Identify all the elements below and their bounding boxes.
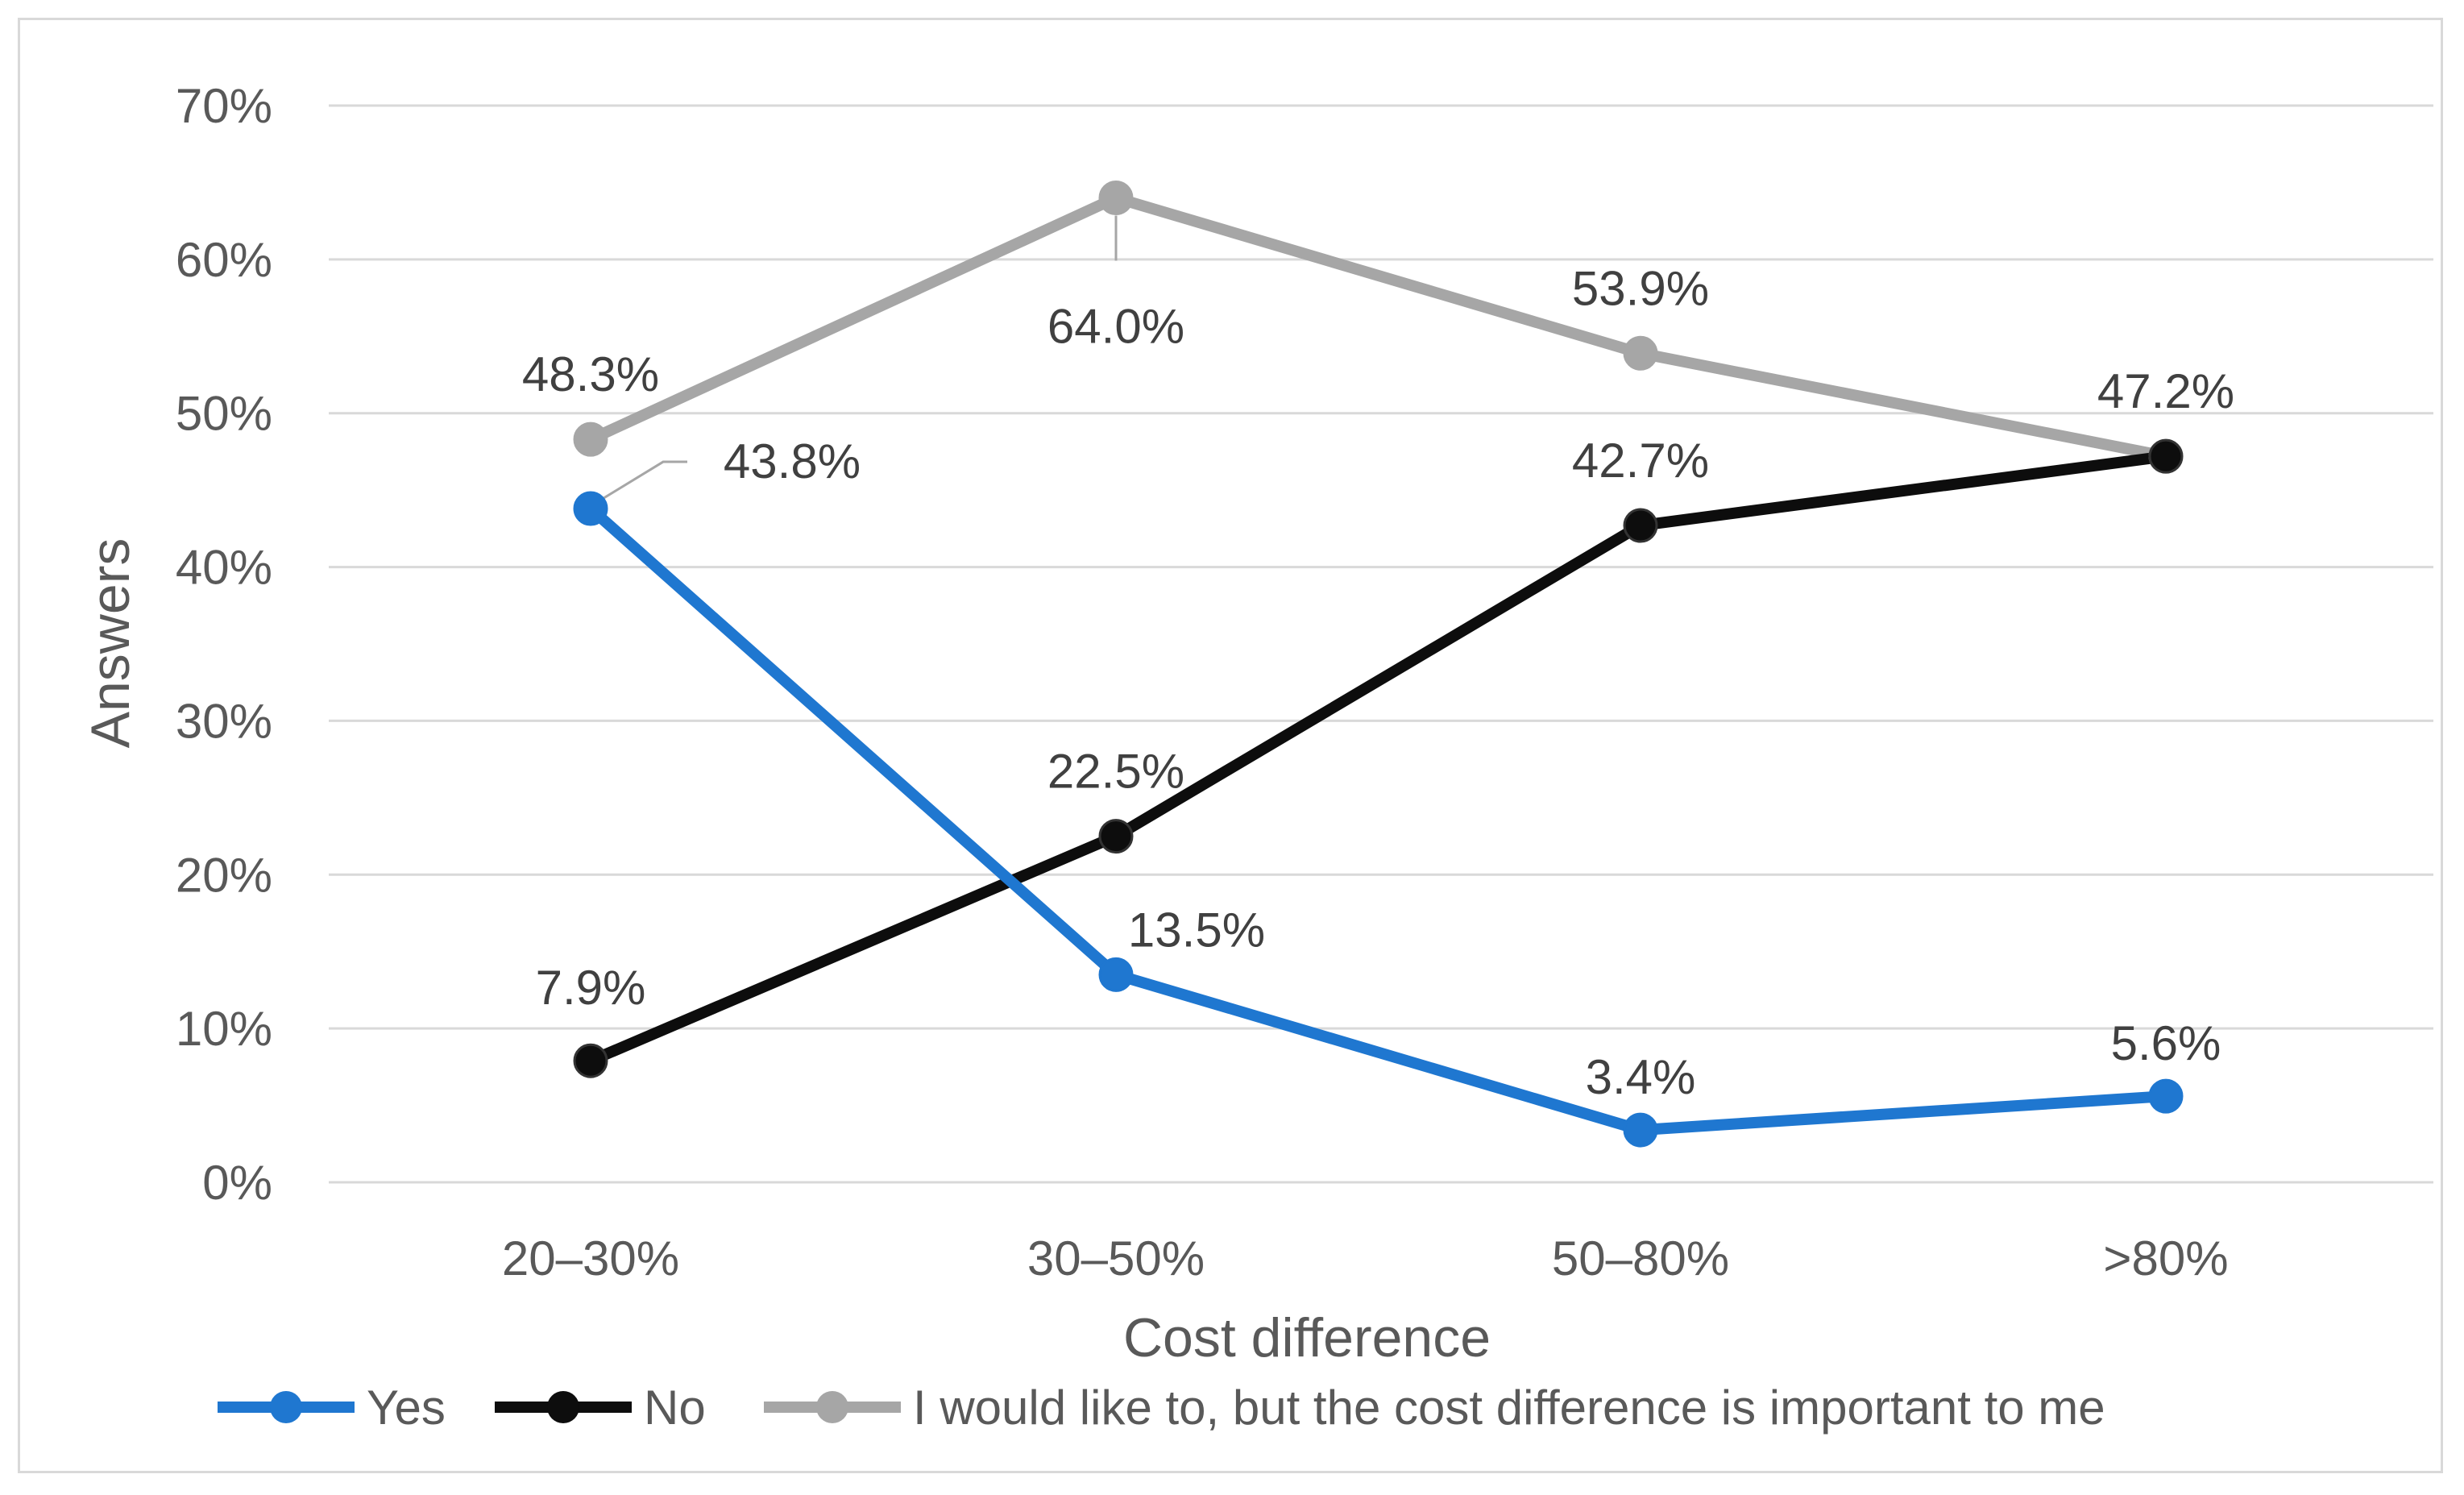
x-tick-label: >80% [2103, 1231, 2228, 1285]
marker-no [1623, 508, 1658, 543]
marker-yes [573, 491, 608, 526]
data-label-no: 7.9% [536, 961, 646, 1015]
data-label-cost-important: 48.3% [522, 347, 659, 401]
y-tick-label: 30% [176, 694, 272, 748]
marker-no [1098, 819, 1134, 854]
y-axis-title: Answers [80, 538, 141, 749]
y-tick-label: 0% [202, 1156, 272, 1210]
legend-label: Yes [367, 1381, 446, 1435]
data-label-cost-important: 47.2% [2097, 364, 2234, 418]
marker-cost-important [573, 422, 608, 457]
marker-yes [1623, 1112, 1658, 1148]
legend-swatch-marker [816, 1391, 848, 1423]
legend-label: No [644, 1381, 706, 1435]
legend-item-yes[interactable]: Yes [218, 1381, 446, 1435]
x-axis-ticks: 20–30% 30–50% 50–80% >80% [502, 1231, 2229, 1285]
marker-no [573, 1043, 608, 1078]
data-label-yes: 3.4% [1586, 1050, 1696, 1104]
data-label-yes: 13.5% [1128, 903, 1265, 957]
series-markers [573, 181, 2184, 1148]
marker-yes [2148, 1078, 2184, 1114]
x-tick-label: 20–30% [502, 1231, 679, 1285]
data-label-no: 22.5% [1047, 745, 1184, 799]
legend-item-no[interactable]: No [495, 1381, 706, 1435]
data-labels: 43.8% 13.5% 3.4% 5.6% 7.9% 22.5% 42.7% 48.3% 64.… [522, 261, 2234, 1104]
leader-line [596, 460, 687, 504]
data-label-no: 42.7% [1572, 434, 1709, 488]
y-axis-ticks: 0% 10% 20% 30% 40% 50% 60% 70% [176, 79, 272, 1210]
y-tick-label: 10% [176, 1002, 272, 1056]
y-tick-label: 20% [176, 848, 272, 902]
x-tick-label: 30–50% [1027, 1231, 1205, 1285]
data-label-yes: 5.6% [2111, 1016, 2221, 1070]
y-tick-label: 60% [176, 233, 272, 287]
x-tick-label: 50–80% [1552, 1231, 1729, 1285]
label-leader-lines [596, 215, 1118, 504]
x-axis-title: Cost difference [1123, 1307, 1491, 1368]
marker-yes [1098, 957, 1134, 992]
marker-cost-important [1098, 181, 1134, 216]
legend-swatch-marker [270, 1391, 302, 1423]
data-label-cost-important: 53.9% [1572, 261, 1709, 315]
legend-label: I would like to, but the cost difference… [913, 1381, 2105, 1435]
legend-item-cost-important[interactable]: I would like to, but the cost difference… [764, 1381, 2105, 1435]
data-label-yes: 43.8% [724, 434, 861, 488]
series-line-cost-important [585, 192, 2172, 463]
series-line-no [585, 451, 2172, 1067]
y-tick-label: 40% [176, 541, 272, 595]
legend-swatch-marker [547, 1391, 579, 1423]
marker-no [2148, 438, 2184, 474]
y-tick-label: 50% [176, 387, 272, 441]
series-lines [585, 192, 2172, 1136]
legend: Yes No I would like to, but the cost diffe… [218, 1381, 2105, 1435]
y-tick-label: 70% [176, 79, 272, 133]
data-label-cost-important: 64.0% [1047, 300, 1184, 354]
marker-cost-important [1623, 335, 1658, 371]
series-line-yes [585, 503, 2172, 1136]
